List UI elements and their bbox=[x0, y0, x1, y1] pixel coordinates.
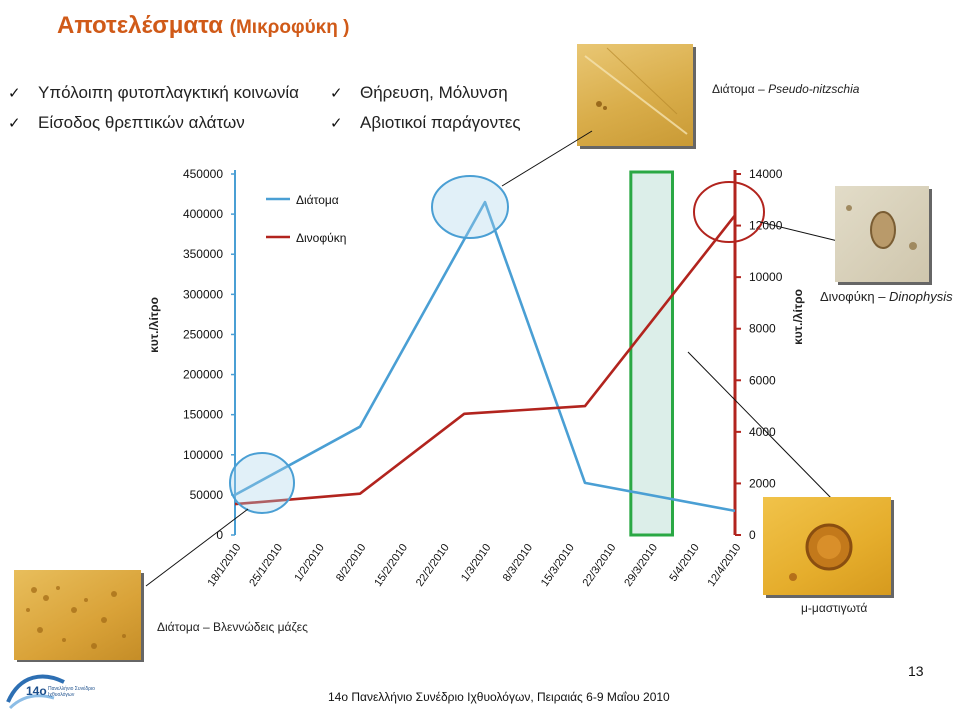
title-sub: (Μικροφύκη ) bbox=[229, 17, 350, 38]
x-tick-label: 1/3/2010 bbox=[459, 542, 493, 584]
connector-line bbox=[145, 508, 249, 587]
left-tick-label: 0 bbox=[216, 528, 223, 542]
flagellates-caption: μ-μαστιγωτά bbox=[801, 601, 868, 615]
x-tick-label: 25/1/2010 bbox=[247, 542, 285, 589]
x-tick-label: 12/4/2010 bbox=[706, 542, 744, 589]
dinophyte-series-line bbox=[234, 214, 737, 506]
bullet-text: Είσοδος θρεπτικών αλάτων bbox=[38, 113, 245, 132]
dinophysis-caption: Δινοφύκη – Dinophysis bbox=[820, 289, 953, 304]
annotation-circle bbox=[693, 181, 765, 243]
caption-prefix: Διάτομα bbox=[712, 82, 755, 96]
highlight-band bbox=[629, 170, 674, 537]
page-number: 13 bbox=[908, 663, 924, 679]
left-tick-label: 100000 bbox=[183, 448, 223, 462]
left-tick-label: 350000 bbox=[183, 247, 223, 261]
checkmark-icon: ✓ bbox=[330, 115, 343, 132]
legend-label: Δινοφύκη bbox=[296, 231, 346, 245]
dinophysis-photo bbox=[835, 186, 929, 282]
left-tick-label: 150000 bbox=[183, 408, 223, 422]
right-tick-label: 12000 bbox=[749, 219, 783, 233]
x-tick-label: 18/1/2010 bbox=[206, 542, 244, 589]
x-tick-label: 8/2/2010 bbox=[334, 542, 368, 584]
x-tick-label: 22/2/2010 bbox=[414, 542, 452, 589]
x-tick-label: 22/3/2010 bbox=[581, 542, 619, 589]
checkmark-icon: ✓ bbox=[8, 85, 21, 102]
logo-subtext: Πανελλήνιο Συνέδριο Ιχθυολόγων bbox=[48, 686, 95, 698]
bullet-text: Αβιοτικοί παράγοντες bbox=[360, 113, 521, 132]
bullet-item: ✓ Υπόλοιπη φυτοπλαγκτική κοινωνία bbox=[8, 83, 299, 103]
right-tick-label: 2000 bbox=[749, 476, 776, 490]
micrograph-image bbox=[846, 205, 917, 250]
bullet-text: Θήρευση, Μόλυνση bbox=[360, 83, 508, 102]
annotation-circle bbox=[431, 175, 509, 239]
footer bbox=[0, 662, 960, 716]
annotation-circle bbox=[229, 452, 295, 514]
logo-number: 14ο bbox=[26, 684, 47, 698]
micrograph-image bbox=[584, 47, 688, 135]
mucilage-caption: Διάτομα – Βλεννώδεις μάζες bbox=[157, 620, 308, 634]
chart-area bbox=[137, 151, 815, 606]
x-tick-label: 15/2/2010 bbox=[372, 542, 410, 589]
bullet-item: ✓ Είσοδος θρεπτικών αλάτων bbox=[8, 113, 245, 133]
checkmark-icon: ✓ bbox=[330, 85, 343, 102]
left-tick-label: 200000 bbox=[183, 368, 223, 382]
x-tick-label: 8/3/2010 bbox=[501, 542, 535, 584]
diatom-series-line bbox=[234, 200, 736, 513]
pseudo-nitzschia-photo bbox=[577, 44, 693, 146]
checkmark-icon: ✓ bbox=[8, 115, 21, 132]
caption-prefix: Δινοφύκη bbox=[820, 289, 875, 304]
connector-line bbox=[759, 221, 847, 244]
connector-line bbox=[501, 130, 593, 187]
footer-text: 14ο Πανελλήνιο Συνέδριο Ιχθυολόγων, Πειρ… bbox=[328, 690, 670, 704]
left-tick-label: 300000 bbox=[183, 287, 223, 301]
right-tick-label: 10000 bbox=[749, 270, 783, 284]
flagellates-photo bbox=[763, 497, 891, 595]
x-tick-label: 1/2/2010 bbox=[292, 542, 326, 584]
caption-species: Pseudo-nitzschia bbox=[768, 82, 860, 96]
x-tick-label: 15/3/2010 bbox=[539, 542, 577, 589]
left-tick-label: 50000 bbox=[190, 488, 224, 502]
right-tick-label: 14000 bbox=[749, 167, 783, 181]
conference-logo: 14ο Πανελλήνιο Συνέδριο Ιχθυολόγων bbox=[4, 664, 100, 712]
mucilage-photo bbox=[14, 570, 141, 660]
bullet-item: ✓ Αβιοτικοί παράγοντες bbox=[330, 113, 521, 133]
micrograph-image bbox=[789, 523, 853, 581]
logo-graphic bbox=[6, 674, 65, 710]
title-main: Αποτελέσματα bbox=[57, 12, 223, 39]
connector-line bbox=[687, 351, 836, 503]
micrograph-image bbox=[26, 586, 126, 649]
pseudo-nitzschia-caption: Διάτομα – Pseudo-nitzschia bbox=[712, 82, 860, 96]
legend-label: Διάτομα bbox=[296, 193, 339, 207]
x-tick-label: 29/3/2010 bbox=[622, 542, 660, 589]
right-tick-label: 6000 bbox=[749, 373, 776, 387]
bullet-item: ✓ Θήρευση, Μόλυνση bbox=[330, 83, 508, 103]
left-tick-label: 250000 bbox=[183, 327, 223, 341]
left-tick-label: 450000 bbox=[183, 167, 223, 181]
bullet-text: Υπόλοιπη φυτοπλαγκτική κοινωνία bbox=[38, 83, 299, 102]
x-tick-label: 5/4/2010 bbox=[667, 542, 701, 584]
right-tick-label: 8000 bbox=[749, 322, 776, 336]
caption-species: Dinophysis bbox=[889, 289, 953, 304]
left-tick-label: 400000 bbox=[183, 207, 223, 221]
slide-title: Αποτελέσματα (Μικροφύκη ) bbox=[57, 12, 350, 40]
right-tick-label: 4000 bbox=[749, 425, 776, 439]
right-tick-label: 0 bbox=[749, 528, 756, 542]
